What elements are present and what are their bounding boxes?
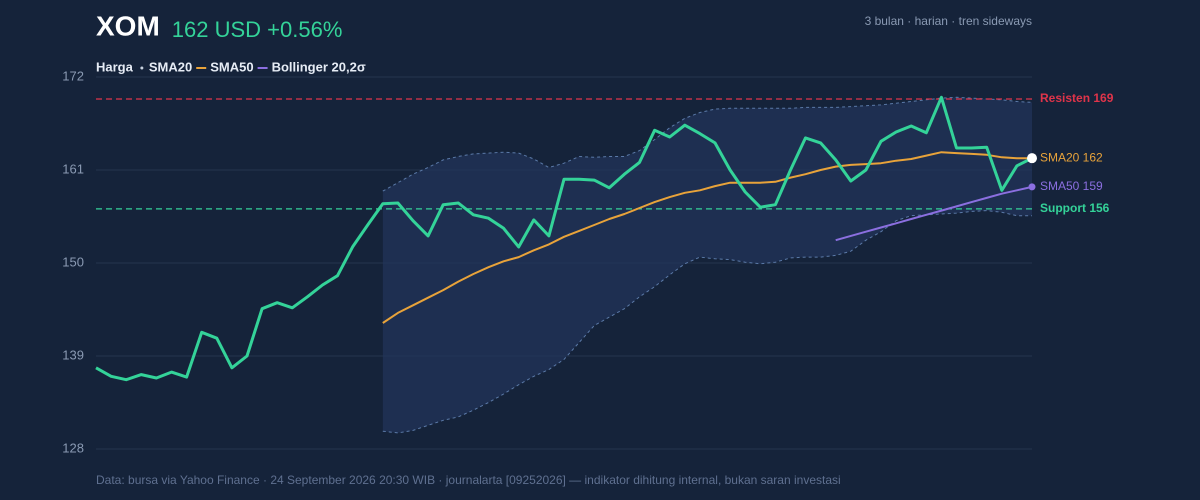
legend-label: SMA50: [210, 59, 253, 74]
series-line: [835, 185, 1033, 242]
y-tick-label: 161: [62, 161, 84, 176]
sma50-marker: [1028, 183, 1036, 191]
reference-label: Resisten 169: [1040, 91, 1114, 105]
y-tick-label: 128: [62, 440, 84, 455]
y-tick-label: 172: [62, 68, 84, 83]
bollinger-upper: [382, 96, 1033, 192]
legend-separator: [140, 66, 144, 70]
price-label: 162 USD +0.56%: [172, 17, 343, 42]
subtitle: 3 bulan · harian · tren sideways: [865, 14, 1032, 28]
series-line: [382, 151, 1032, 324]
y-tick-label: 139: [62, 347, 84, 362]
legend-label: SMA20: [149, 59, 192, 74]
end-label: SMA50 159: [1040, 179, 1103, 193]
ticker: XOM: [96, 10, 160, 41]
last-price-marker: [1027, 153, 1037, 164]
reference-label: Support 156: [1040, 201, 1110, 215]
legend-label: Bollinger 20,2σ: [272, 59, 366, 74]
footer: Data: bursa via Yahoo Finance · 24 Septe…: [96, 473, 841, 487]
series-line: [95, 95, 1033, 382]
end-label: SMA20 162: [1040, 150, 1103, 164]
y-tick-label: 150: [62, 254, 84, 269]
bollinger-band: [382, 97, 1032, 433]
legend-label: Harga: [96, 59, 134, 74]
